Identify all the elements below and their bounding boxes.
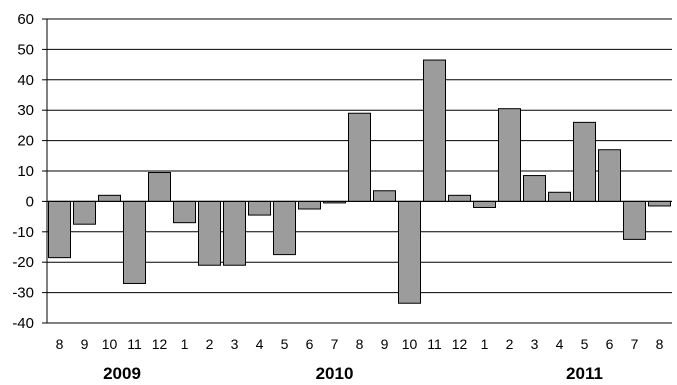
x-tick-label: 2 <box>206 336 214 352</box>
x-tick-label: 6 <box>306 336 314 352</box>
bar <box>473 200 496 208</box>
bars <box>48 59 671 304</box>
x-tick-label: 8 <box>56 336 64 352</box>
x-tick-label: 3 <box>531 336 539 352</box>
x-tick-label: 7 <box>631 336 639 352</box>
y-tick-label: -30 <box>12 285 34 302</box>
bar <box>423 59 446 202</box>
bar <box>573 121 596 202</box>
bar <box>523 175 546 202</box>
bar <box>298 200 321 210</box>
bar <box>98 194 121 202</box>
x-tick-label: 9 <box>381 336 389 352</box>
year-label: 2011 <box>566 364 603 383</box>
x-tick-label: 10 <box>402 336 418 352</box>
bar <box>398 200 421 304</box>
bar <box>623 200 646 240</box>
year-label: 2009 <box>103 364 141 383</box>
x-tick-labels: 8 9 10 11 12 1 2 3 4 5 6 7 8 9 10 11 12 1 2 3 4 5 6 7 8 <box>56 336 664 352</box>
y-tick-labels: 60 50 40 30 20 10 0 -10 -20 -30 -40 <box>12 11 34 332</box>
bar <box>598 149 621 202</box>
bar <box>223 200 246 266</box>
bar <box>198 200 221 266</box>
year-label: 2010 <box>316 364 354 383</box>
x-tick-label: 7 <box>331 336 339 352</box>
x-tick-label: 10 <box>102 336 118 352</box>
x-tick-label: 9 <box>81 336 89 352</box>
y-tick-label: -10 <box>12 224 34 241</box>
y-tick-label: 50 <box>17 41 34 58</box>
x-tick-label: 12 <box>152 336 168 352</box>
x-tick-label: 4 <box>256 336 264 352</box>
bar <box>173 200 196 224</box>
x-tick-label: 11 <box>427 336 442 352</box>
x-tick-label: 2 <box>506 336 514 352</box>
y-tick-label: 20 <box>17 133 34 150</box>
x-tick-label: 1 <box>181 336 189 352</box>
y-tick-label: -40 <box>12 315 34 332</box>
bar <box>123 200 146 284</box>
x-tick-label: 5 <box>581 336 589 352</box>
x-tick-label: 8 <box>356 336 364 352</box>
y-tick-label: 40 <box>17 72 34 89</box>
x-tick-label: 12 <box>452 336 468 352</box>
bar <box>248 200 271 216</box>
bar <box>498 108 521 202</box>
x-tick-label: 6 <box>606 336 614 352</box>
y-tick-label: 30 <box>17 102 34 119</box>
axes <box>46 19 672 323</box>
bar <box>48 200 71 259</box>
x-tick-label: 5 <box>281 336 289 352</box>
bar <box>348 112 371 202</box>
y-tick-label: 0 <box>26 193 34 210</box>
bar <box>548 191 571 202</box>
bar <box>148 172 171 202</box>
x-tick-label: 11 <box>127 336 142 352</box>
x-tick-label: 1 <box>481 336 489 352</box>
x-tick-label: 4 <box>556 336 564 352</box>
year-labels: 2009 2010 2011 <box>103 364 603 383</box>
y-tick-label: 60 <box>17 11 34 28</box>
bar <box>448 194 471 202</box>
x-tick-label: 3 <box>231 336 239 352</box>
y-tick-label: 10 <box>17 163 34 180</box>
y-tick-label: -20 <box>12 254 34 271</box>
x-tick-label: 8 <box>656 336 664 352</box>
bar <box>648 200 671 207</box>
bar <box>273 200 296 256</box>
bar <box>373 190 396 202</box>
bar <box>73 200 96 225</box>
